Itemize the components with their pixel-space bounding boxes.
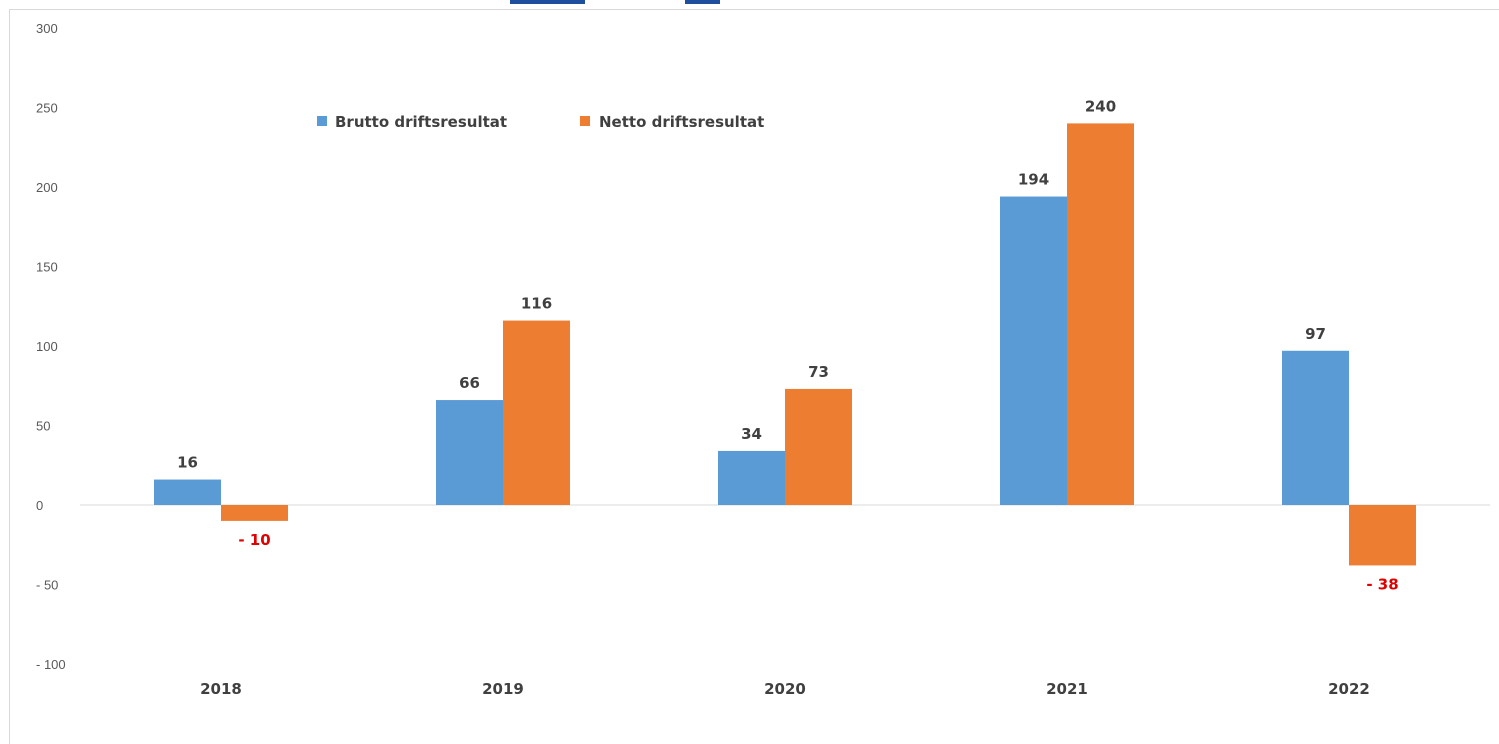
data-label: 34 (741, 425, 762, 443)
y-tick-label: 300 (36, 21, 58, 36)
data-label: 116 (521, 295, 552, 313)
data-label: 240 (1085, 97, 1116, 115)
bar-brutto-2018 (154, 479, 221, 505)
bar-brutto-2022 (1282, 350, 1349, 505)
x-tick-label: 2021 (1046, 680, 1088, 698)
y-tick-label: 150 (36, 260, 58, 275)
bar-brutto-2019 (436, 400, 503, 505)
y-tick-label: 250 (36, 101, 58, 116)
x-tick-label: 2020 (764, 680, 806, 698)
bar-brutto-2021 (1000, 196, 1067, 506)
x-axis: 2018 2019 2020 2021 2022 (80, 504, 1490, 698)
bars (154, 123, 1416, 566)
bar-brutto-2020 (718, 450, 785, 505)
data-label: 97 (1305, 325, 1326, 343)
legend-label-brutto: Brutto driftsresultat (335, 113, 507, 131)
bar-netto-2021 (1067, 123, 1134, 506)
title-fragment (510, 0, 720, 4)
x-tick-label: 2018 (200, 680, 242, 698)
y-tick-label: - 50 (36, 578, 58, 593)
legend-swatch-brutto (317, 116, 327, 126)
bar-netto-2018 (221, 505, 288, 521)
bar-netto-2022 (1349, 505, 1416, 566)
y-tick-label: 0 (36, 498, 43, 513)
data-label: 194 (1018, 171, 1049, 189)
y-tick-label: 100 (36, 339, 58, 354)
y-tick-label: - 100 (36, 657, 66, 672)
chart-border-left (9, 9, 10, 744)
legend: Brutto driftsresultat Netto driftsresult… (317, 113, 764, 131)
data-label: 16 (177, 454, 198, 472)
data-labels: 16 66 34 194 97 - 10 116 73 240 - 38 (177, 97, 1399, 593)
legend-label-netto: Netto driftsresultat (599, 113, 764, 131)
data-label: - 10 (238, 531, 270, 549)
bar-netto-2020 (785, 388, 852, 505)
bar-netto-2019 (503, 320, 570, 505)
y-axis: 300 250 200 150 100 50 0 - 50 - 100 (36, 21, 66, 672)
y-tick-label: 50 (36, 419, 50, 434)
x-tick-label: 2019 (482, 680, 524, 698)
legend-swatch-netto (580, 116, 590, 126)
data-label: 66 (459, 374, 480, 392)
chart-border-top (9, 9, 1499, 10)
x-tick-label: 2022 (1328, 680, 1370, 698)
data-label: - 38 (1366, 575, 1398, 593)
data-label: 73 (808, 363, 829, 381)
y-tick-label: 200 (36, 180, 58, 195)
